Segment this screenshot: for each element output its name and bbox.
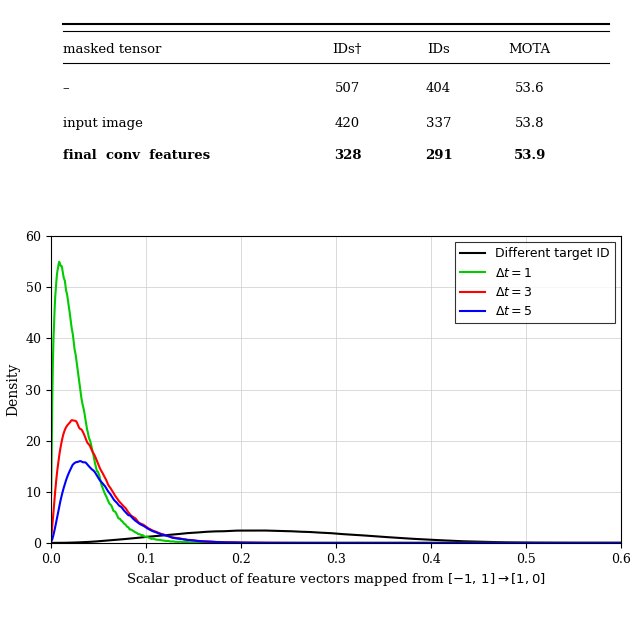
Text: 507: 507 <box>335 82 360 95</box>
$\Delta t = 1$ <box>617 539 625 547</box>
$\Delta t = 5$ <box>617 539 625 547</box>
$\Delta t = 1$ <box>278 539 286 547</box>
Text: 291: 291 <box>425 149 452 162</box>
$\Delta t = 3$ <box>493 539 500 547</box>
$\Delta t = 3$ <box>439 539 447 547</box>
$\Delta t = 3$ <box>299 539 307 547</box>
$\Delta t = 3$ <box>278 539 286 547</box>
Text: 53.6: 53.6 <box>515 82 545 95</box>
$\Delta t = 1$ <box>47 490 55 498</box>
Text: 53.9: 53.9 <box>513 149 546 162</box>
$\Delta t = 3$ <box>106 484 114 491</box>
$\Delta t = 3$ <box>617 539 625 547</box>
$\Delta t = 5$ <box>106 490 114 497</box>
Different target ID <box>278 527 286 535</box>
Line: $\Delta t = 3$: $\Delta t = 3$ <box>51 420 621 543</box>
Text: 328: 328 <box>333 149 361 162</box>
Legend: Different target ID, $\Delta t = 1$, $\Delta t = 3$, $\Delta t = 5$: Different target ID, $\Delta t = 1$, $\D… <box>455 243 614 323</box>
$\Delta t = 5$ <box>47 538 55 545</box>
Text: 420: 420 <box>335 117 360 130</box>
$\Delta t = 5$ <box>76 457 84 465</box>
$\Delta t = 5$ <box>440 539 447 547</box>
$\Delta t = 5$ <box>503 539 511 547</box>
Different target ID <box>255 527 263 534</box>
Different target ID <box>47 539 55 547</box>
Different target ID <box>439 537 447 544</box>
Text: IDs: IDs <box>427 43 450 56</box>
$\Delta t = 3$ <box>482 539 490 547</box>
Different target ID <box>106 537 113 544</box>
Text: 53.8: 53.8 <box>515 117 545 130</box>
$\Delta t = 1$ <box>440 539 447 547</box>
Text: MOTA: MOTA <box>509 43 551 56</box>
Different target ID <box>617 539 625 547</box>
Text: input image: input image <box>63 117 143 130</box>
$\Delta t = 3$ <box>503 539 511 547</box>
$\Delta t = 1$ <box>299 539 307 547</box>
$\Delta t = 5$ <box>493 539 500 547</box>
$\Delta t = 1$ <box>55 258 63 265</box>
Text: final  conv  features: final conv features <box>63 149 210 162</box>
Line: Different target ID: Different target ID <box>51 530 621 543</box>
$\Delta t = 5$ <box>278 539 286 547</box>
Different target ID <box>492 539 500 546</box>
Text: IDs†: IDs† <box>333 43 362 56</box>
Text: 337: 337 <box>426 117 451 130</box>
$\Delta t = 3$ <box>47 533 55 540</box>
X-axis label: Scalar product of feature vectors mapped from $[-1,\,1] \rightarrow [1,0]$: Scalar product of feature vectors mapped… <box>126 571 546 588</box>
$\Delta t = 1$ <box>493 539 500 547</box>
Line: $\Delta t = 5$: $\Delta t = 5$ <box>51 461 621 543</box>
Different target ID <box>299 528 307 535</box>
$\Delta t = 5$ <box>299 539 307 547</box>
$\Delta t = 1$ <box>312 539 320 547</box>
Text: –: – <box>63 82 69 95</box>
$\Delta t = 1$ <box>106 500 114 508</box>
Different target ID <box>502 539 510 546</box>
Y-axis label: Density: Density <box>6 363 20 416</box>
Line: $\Delta t = 1$: $\Delta t = 1$ <box>51 261 621 543</box>
Text: masked tensor: masked tensor <box>63 43 161 56</box>
$\Delta t = 3$ <box>68 416 76 424</box>
$\Delta t = 1$ <box>503 539 511 547</box>
Text: 404: 404 <box>426 82 451 95</box>
$\Delta t = 5$ <box>399 539 407 547</box>
